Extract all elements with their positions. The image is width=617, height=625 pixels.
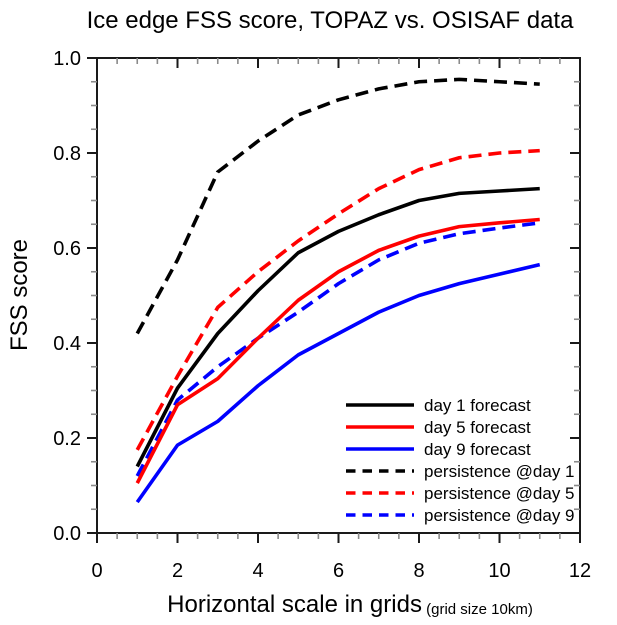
series-line-persistence-day-5: [135, 148, 540, 451]
y-axis-tick-label: 0.6: [53, 238, 81, 260]
x-axis-tick-label: 0: [91, 560, 102, 582]
x-axis-tick-label: 2: [172, 560, 183, 582]
x-axis-tick-label: 8: [413, 560, 424, 582]
legend-label-day-9-forecast: day 9 forecast: [424, 440, 531, 459]
series-line-persistence-day-9: [135, 221, 540, 477]
y-axis-tick-label: 0.2: [53, 428, 81, 450]
legend-label-persistence-day-1: persistence @day 1: [424, 462, 575, 481]
series-line-persistence-day-1: [135, 77, 540, 335]
legend: day 1 forecast day 5 forecast day 9 foreca…: [346, 396, 575, 525]
x-axis: 0 2 4 6 8 10 12: [91, 58, 591, 582]
y-axis-tick-label: 1.0: [53, 48, 81, 70]
x-axis-tick-label: 12: [569, 560, 591, 582]
y-axis-label: FSS score: [6, 239, 33, 351]
series-line-day-5-forecast: [135, 217, 540, 484]
series-line-day-9-forecast: [135, 262, 541, 504]
legend-label-day-5-forecast: day 5 forecast: [424, 418, 531, 437]
y-axis-tick-label: 0.0: [53, 523, 81, 545]
chart-title: Ice edge FSS score, TOPAZ vs. OSISAF dat…: [86, 7, 574, 34]
y-axis: 0.0 0.2 0.4 0.6 0.8 1.0: [53, 48, 580, 545]
x-axis-tick-label: 4: [252, 560, 263, 582]
x-axis-tick-label: 10: [488, 560, 510, 582]
legend-label-day-1-forecast: day 1 forecast: [424, 396, 531, 415]
x-axis-label: Horizontal scale in grids (grid size 10k…: [167, 591, 533, 618]
series-line-day-1-forecast: [135, 186, 540, 468]
legend-label-persistence-day-9: persistence @day 9: [424, 506, 575, 525]
legend-label-persistence-day-5: persistence @day 5: [424, 484, 575, 503]
x-axis-tick-label: 6: [333, 560, 344, 582]
y-axis-tick-label: 0.4: [53, 333, 81, 355]
y-axis-tick-label: 0.8: [53, 143, 81, 165]
